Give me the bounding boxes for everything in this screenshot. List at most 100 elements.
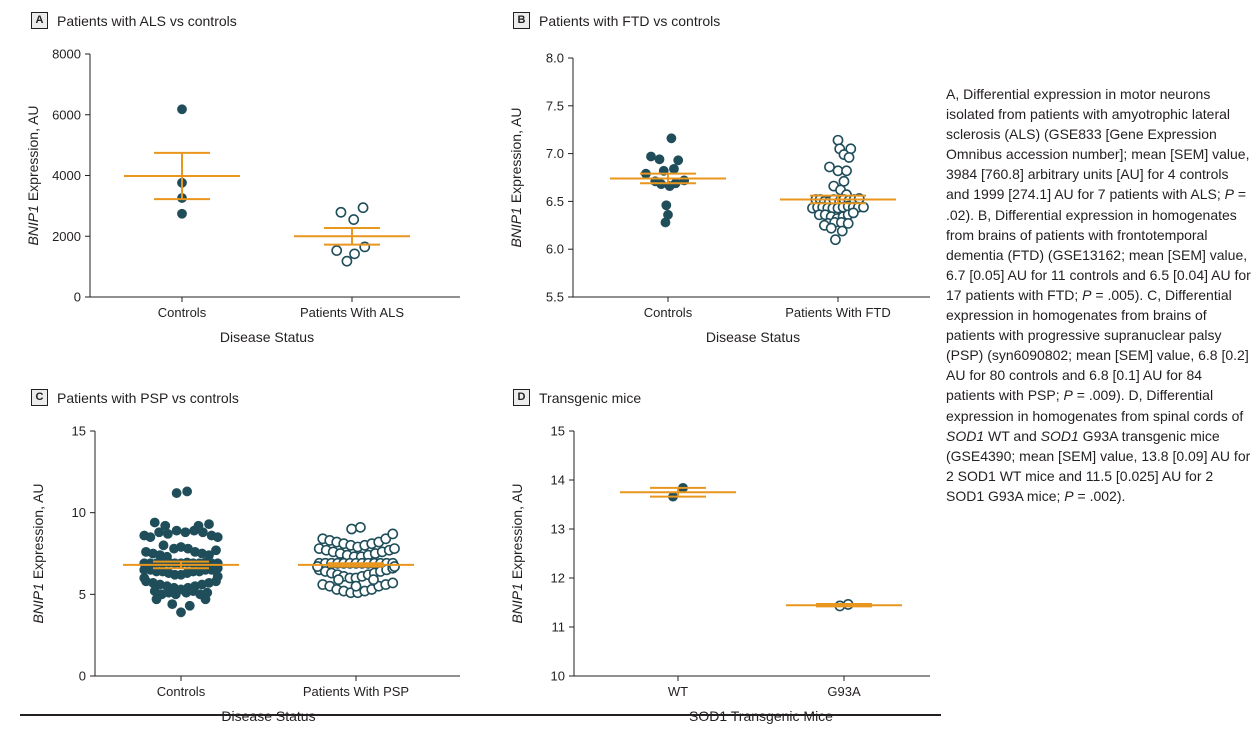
y-axis-title: BNIP1 Expression, AU [30,483,46,623]
y-tick-label: 7.0 [546,146,564,161]
data-point-open [824,161,835,173]
panel-d-title: Transgenic mice [539,389,642,406]
y-tick-label: 13 [551,522,565,537]
data-point-filled [158,540,169,551]
data-point-filled [211,545,221,556]
caption-run: SOD1 [946,427,985,444]
x-axis-title: Disease Status [706,329,800,345]
data-point-open [335,206,347,218]
data-point-filled [204,519,214,529]
data-point-filled [182,486,193,497]
figure-caption: A, Differential expression in motor neur… [946,84,1251,506]
caption-run: = .02). B, Differential expression in ho… [946,186,1251,303]
data-point-open [350,580,362,592]
data-point-open [331,245,343,256]
panel-a-letter: A [31,12,48,29]
data-point-filled [212,532,223,543]
data-point-filled [180,527,191,538]
y-tick-label: 6000 [52,107,81,122]
data-point-open [387,528,399,540]
x-tick-label: Patients With FTD [785,305,890,320]
data-point-open [847,207,859,219]
panel-c-letter: C [31,389,48,406]
x-tick-label: WT [668,684,688,699]
x-tick-label: Controls [157,684,206,699]
panel-a-title: Patients with ALS vs controls [57,12,237,29]
panel-b-letter: B [513,12,530,29]
caption-run: P [1224,186,1234,203]
x-tick-label: Patients With PSP [303,684,409,699]
data-point-filled [171,525,182,536]
panel-c-title: Patients with PSP vs controls [57,389,239,406]
chart-panel-d: 10 11 12 13 14 15 WT G93A SOD1 Transgenic Mice BN… [509,424,930,724]
data-point-filled [167,599,178,610]
data-point-open [389,543,400,554]
data-point-filled [139,573,150,583]
y-tick-label: 7.5 [546,98,564,113]
data-point-open [836,225,848,237]
y-axis-title: BNIP1 Expression, AU [25,105,41,245]
y-axis-title-gene: BNIP1 [25,205,41,245]
y-tick-label: 4000 [52,168,81,183]
caption-run: P [1082,286,1092,303]
y-tick-label: 12 [551,571,565,586]
data-point-open [349,248,360,260]
data-point-open [348,214,360,225]
data-point-filled [149,517,160,528]
y-axis-title: BNIP1 Expression, AU [509,483,525,623]
y-tick-label: 15 [551,424,565,439]
data-point-open [354,521,366,533]
y-tick-label: 0 [79,669,86,684]
data-point-open [843,152,855,163]
y-tick-label: 6.0 [546,242,564,257]
data-point-open [341,255,353,267]
data-point-filled [200,594,211,605]
data-point-filled [654,154,665,165]
caption-run: A, Differential expression in motor neur… [946,86,1250,203]
y-tick-label: 15 [72,424,86,439]
caption-run: P [1064,487,1074,504]
y-axis-title-gene: BNIP1 [508,207,524,247]
data-point-filled [673,155,684,166]
x-tick-label: Patients With ALS [300,305,404,320]
data-point-open [346,523,358,535]
data-point-filled [176,607,186,618]
y-tick-label: 11 [552,620,566,635]
caption-run: = .009). D, Differential expression in h… [946,387,1244,424]
panel-d-letter: D [513,389,530,406]
panel-b-header: B Patients with FTD vs controls [513,12,720,29]
data-point-filled [646,151,656,162]
data-point-open [830,234,841,246]
data-point-open [312,561,323,572]
data-point-open [841,165,852,177]
caption-text: A, Differential expression in motor neur… [946,84,1251,506]
x-axis-title: Disease Status [220,329,314,345]
y-tick-label: 14 [551,473,565,488]
caption-run: = .002). [1073,487,1126,504]
y-tick-label: 2000 [52,229,81,244]
data-point-open [842,217,854,229]
y-tick-label: 5 [79,587,86,602]
x-axis-title: SOD1 Transgenic Mice [689,708,833,724]
data-point-filled [170,589,181,600]
x-tick-label: Controls [158,305,207,320]
chart-panel-b: 5.5 6.0 6.5 7.0 7.5 8.0 Controls Patients With … [508,51,930,345]
data-point-filled [666,133,677,144]
y-tick-label: 5.5 [546,290,564,305]
y-tick-label: 10 [551,669,565,684]
caption-run: G93A transgenic mice (GSE4390; mean [SEM… [946,427,1251,504]
data-point-open [825,222,837,234]
data-point-open [333,574,344,586]
caption-run: SOD1 [1040,427,1079,444]
data-point-open [832,134,844,146]
x-tick-label: G93A [827,684,861,699]
x-tick-label: Controls [644,305,693,320]
caption-run: WT and [984,427,1041,444]
data-point-filled [669,163,679,174]
chart-panel-c: 0 5 10 15 Controls Patients With PSP Disease S… [30,424,460,724]
x-axis-title: Disease Status [221,708,315,724]
caption-run: = .005). C, Differential expression in h… [946,286,1249,404]
y-tick-label: 0 [74,290,81,305]
panel-a-header: A Patients with ALS vs controls [31,12,237,29]
y-axis-title-rest: Expression, AU [509,483,525,583]
